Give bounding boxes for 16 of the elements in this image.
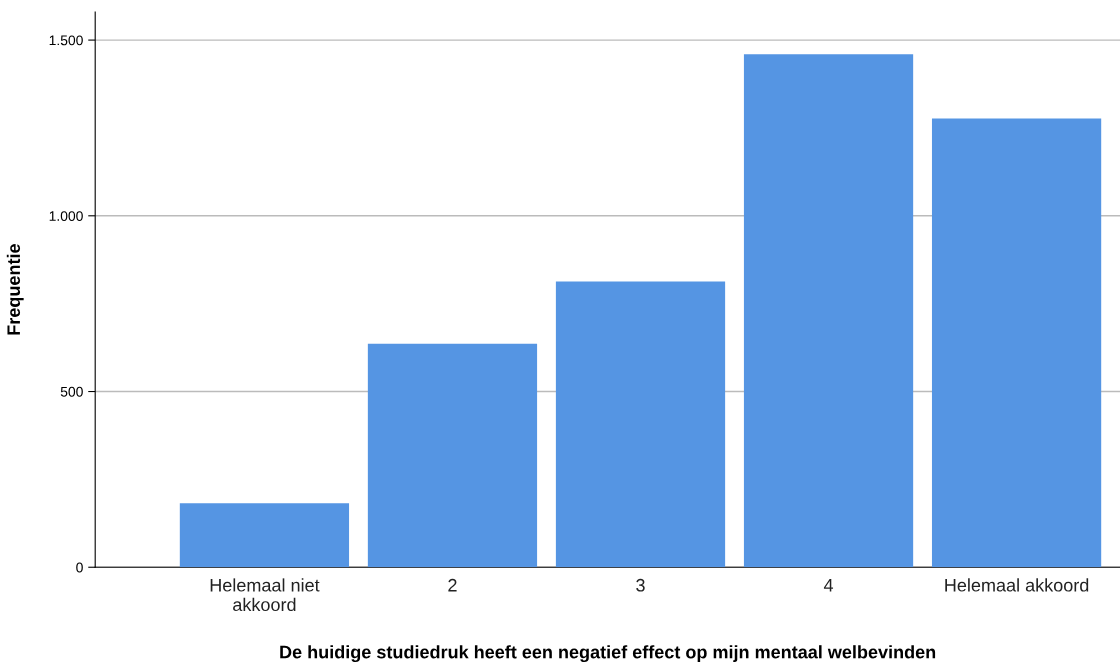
y-axis-title: Frequentie	[6, 244, 24, 335]
y-tick-label: 1.000	[49, 211, 83, 221]
x-axis-title: De huidige studiedruk heeft een negatief effect op mijn mentaal welbevinden	[280, 645, 936, 663]
bar	[367, 343, 538, 568]
x-tick-label: 2	[448, 578, 457, 592]
bar	[179, 503, 350, 568]
bar	[743, 54, 914, 568]
bar	[555, 281, 726, 568]
x-tick-label: Helemaal akkoord	[945, 578, 1089, 592]
y-tick-label: 1.500	[49, 35, 83, 46]
x-tick-label: 3	[636, 578, 645, 592]
y-tick-label: 0	[76, 562, 83, 573]
y-tick-label: 500	[60, 386, 83, 397]
bar	[931, 118, 1102, 568]
x-tick-label: Helemaal niet akkoord	[210, 578, 320, 612]
x-tick-label: 4	[823, 579, 834, 592]
